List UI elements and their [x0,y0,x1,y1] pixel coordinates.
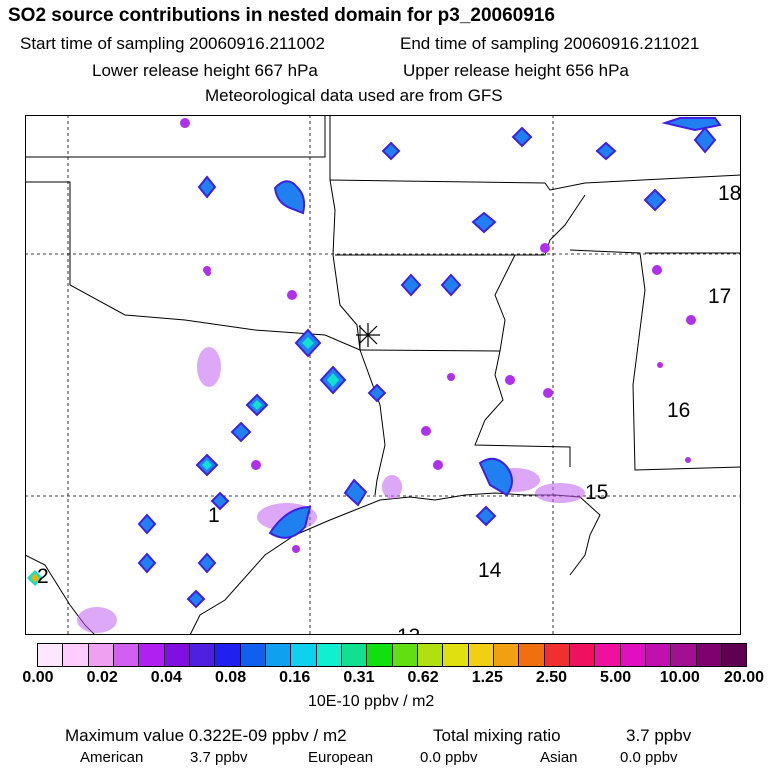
scale-tick-label: 0.00 [22,669,54,686]
scale-unit: 10E-10 ppbv / m2 [308,693,435,710]
lower-height: Lower release height 667 hPa [92,61,318,80]
color-scale-cell [38,644,64,666]
american-label: American [80,749,144,766]
color-scale-cell [392,644,418,666]
color-scale-cell [595,644,621,666]
scale-tick-label: 2.50 [535,669,568,686]
total-mixing-label: Total mixing ratio [433,726,561,745]
graticule [25,115,741,635]
color-scale-cell [189,644,216,666]
color-scale-cell [569,644,596,666]
region-label-2: 2 [37,565,49,588]
color-scale-cell [519,644,545,666]
concentration-plumes [27,117,722,633]
color-scale-cell [316,644,342,666]
total-mixing-value: 3.7 ppbv [626,726,692,745]
region-labels: 1 2 13 14 15 16 17 18 [37,182,741,635]
scale-tick-label: 0.16 [279,669,311,686]
scale-tick-label: 0.04 [150,669,182,686]
color-scale-cell [671,644,697,666]
state-borders [25,115,741,496]
scale-tick-label: 1.25 [471,669,503,686]
color-scale-cell [493,644,520,666]
color-scale-cell [417,644,444,666]
color-scale-cell [367,644,393,666]
color-scale-cell [620,644,646,666]
scale-tick-label: 0.02 [86,669,118,686]
color-scale-cell [696,644,722,666]
release-point-star [356,323,380,347]
region-label-18: 18 [718,182,741,205]
asian-label: Asian [540,749,578,766]
start-time: Start time of sampling 20060916.211002 [20,34,325,53]
asian-value: 0.0 ppbv [620,749,678,766]
color-scale-cell [721,644,747,666]
european-label: European [308,749,374,766]
end-time: End time of sampling 20060916.211021 [400,34,700,53]
met-data-note: Meteorological data used are from GFS [205,86,503,105]
color-scale-cell [88,644,114,666]
scale-tick-label: 0.08 [214,669,247,686]
scale-tick-label: 20.00 [723,669,765,686]
color-scale-cell [240,644,266,666]
color-scale-cell [139,644,165,666]
color-scale-cell [341,644,368,666]
scale-tick-label: 0.31 [343,669,375,686]
color-scale-cell [63,644,89,666]
map-border [25,115,741,635]
color-scale-cell [645,644,672,666]
scale-tick-label: 0.62 [407,669,439,686]
region-label-1: 1 [208,504,220,527]
color-scale-cell [291,644,317,666]
upper-height: Upper release height 656 hPa [403,61,629,80]
scale-tick-label: 5.00 [600,669,632,686]
map-panel: 1 2 13 14 15 16 17 18 [25,115,741,635]
color-scale-bar [37,643,747,667]
scale-tick-label: 10.00 [659,669,700,686]
region-label-13: 13 [397,625,420,635]
region-label-17: 17 [708,285,731,308]
color-scale-cell [164,644,190,666]
color-scale-cell [265,644,292,666]
max-value: Maximum value 0.322E-09 ppbv / m2 [65,726,347,745]
map-title: SO2 source contributions in nested domai… [8,5,555,26]
region-label-15: 15 [585,481,608,504]
color-scale-cell [544,644,570,666]
color-scale-cell [215,644,241,666]
color-scale-cell [443,644,469,666]
european-value: 0.0 ppbv [420,749,478,766]
color-scale-cell [113,644,140,666]
region-label-14: 14 [478,559,502,582]
color-scale-cell [468,644,494,666]
region-label-16: 16 [667,399,690,422]
american-value: 3.7 ppbv [190,749,248,766]
